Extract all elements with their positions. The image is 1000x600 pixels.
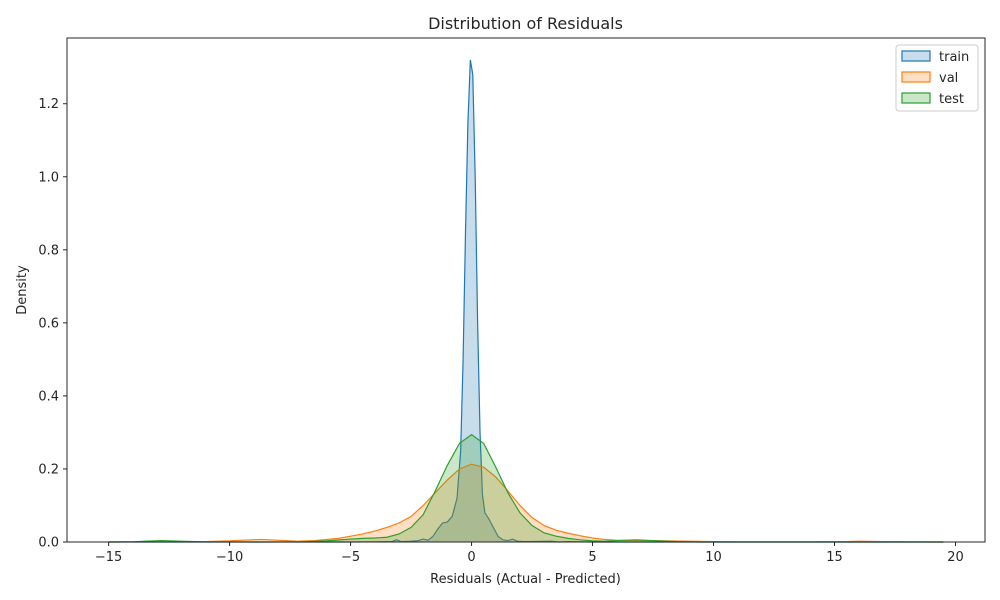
- series-test-area: [108, 434, 944, 542]
- legend-label-val: val: [939, 71, 958, 86]
- x-tick-label: −15: [95, 550, 122, 565]
- y-tick-label: 1.2: [38, 97, 59, 112]
- series-val-area: [108, 464, 944, 542]
- legend-swatch-val: [901, 71, 931, 83]
- series-layer: [108, 59, 944, 543]
- y-axis-label: Density: [15, 265, 30, 315]
- x-tick-label: −10: [216, 550, 243, 565]
- series-train-line: [108, 59, 944, 543]
- y-tick-label: 1.0: [38, 170, 59, 185]
- y-tick-label: 0.2: [38, 462, 59, 477]
- legend: train val test: [895, 44, 979, 112]
- legend-swatch-train: [901, 50, 931, 62]
- x-tick-label: 20: [947, 550, 964, 565]
- plot-frame: [66, 37, 986, 543]
- x-tick-label: 10: [705, 550, 722, 565]
- x-tick-label: −5: [341, 550, 360, 565]
- x-tick-label: 15: [826, 550, 843, 565]
- y-tick-label: 0.6: [38, 316, 59, 331]
- x-tick-label: 5: [588, 550, 596, 565]
- x-tick-label: 0: [467, 550, 475, 565]
- y-tick-label: 0.0: [38, 536, 59, 551]
- y-axis: 0.0 0.2 0.4 0.6 0.8 1.0 1.2: [38, 97, 67, 551]
- series-train: [108, 59, 944, 543]
- chart-title: Distribution of Residuals: [428, 14, 623, 33]
- y-tick-label: 0.8: [38, 243, 59, 258]
- y-tick-label: 0.4: [38, 389, 59, 404]
- x-axis: −15 −10 −5 0 5 10 15 20: [95, 542, 964, 565]
- legend-swatch-test: [901, 92, 931, 104]
- legend-label-test: test: [939, 92, 964, 107]
- x-axis-label: Residuals (Actual - Predicted): [430, 572, 621, 587]
- legend-label-train: train: [939, 50, 969, 65]
